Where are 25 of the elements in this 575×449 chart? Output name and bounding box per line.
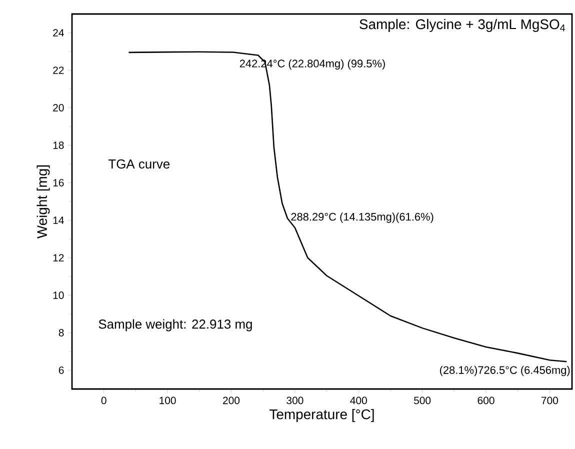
y-tick-label: 18	[53, 142, 64, 149]
x-tick-label: 0	[101, 396, 106, 404]
x-tick-label: 300	[286, 396, 304, 404]
annotation: 288.29°C (14.135mg)(61.6%)	[291, 212, 434, 223]
annotation: TGA curve	[108, 159, 170, 169]
x-tick-label: 700	[542, 396, 558, 404]
x-tick-label: 400	[350, 396, 367, 404]
y-tick-label: 8	[58, 329, 64, 336]
annotation: Sample weight: 22.913 mg	[98, 319, 252, 332]
y-tick-label: 16	[53, 179, 64, 186]
y-tick-label: 10	[53, 292, 64, 299]
annotation: Sample: Glycine + 3g/mL MgSO$_{4}$	[360, 18, 566, 32]
y-tick-label: 6	[58, 366, 64, 374]
y-tick-label: 20	[53, 104, 64, 112]
y-tick-label: 12	[53, 254, 64, 262]
x-axis-title: Temperature [°C]	[270, 409, 374, 422]
x-tick-label: 600	[478, 396, 494, 404]
y-tick-label: 14	[53, 216, 64, 224]
x-tick-label: 500	[414, 396, 431, 404]
x-tick-label: 200	[223, 396, 240, 404]
y-axis-title: Weight [mg]	[36, 165, 50, 239]
x-tick-label: 100	[160, 396, 176, 404]
y-tick-label: 24	[53, 29, 64, 36]
y-tick-label: 22	[53, 66, 64, 74]
annotation: (28.1%)726.5°C (6.456mg)	[440, 366, 570, 376]
